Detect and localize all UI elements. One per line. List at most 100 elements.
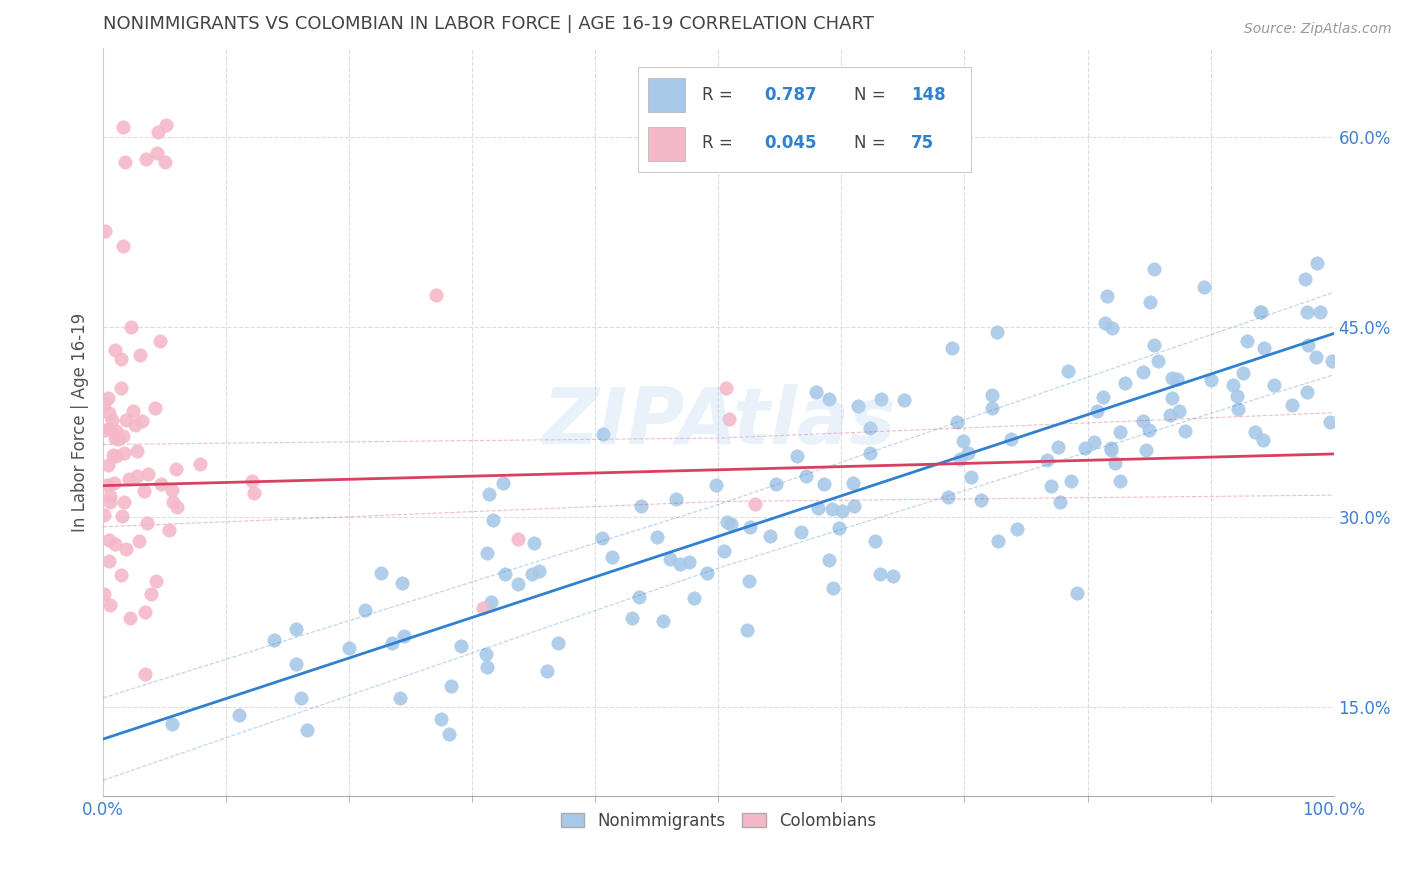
Point xyxy=(131,414,153,428)
Text: Source: ZipAtlas.com: Source: ZipAtlas.com xyxy=(1244,22,1392,37)
Point xyxy=(713,544,735,558)
Point xyxy=(738,520,761,534)
Point xyxy=(139,587,162,601)
Point xyxy=(159,524,181,538)
Point xyxy=(111,508,134,523)
Point xyxy=(381,636,404,650)
Point xyxy=(145,574,167,588)
Point xyxy=(430,712,453,726)
Point xyxy=(1108,425,1130,439)
Point xyxy=(117,472,139,486)
Point xyxy=(149,477,172,491)
Point xyxy=(1222,378,1244,392)
Point xyxy=(98,554,121,568)
Point xyxy=(842,475,865,490)
Point xyxy=(135,516,157,530)
Point xyxy=(1305,350,1327,364)
Point xyxy=(523,536,546,550)
Point xyxy=(704,478,727,492)
Point xyxy=(818,553,841,567)
Point xyxy=(97,391,120,405)
Point xyxy=(818,392,841,406)
Point xyxy=(948,451,970,466)
Point xyxy=(1199,373,1222,387)
Point xyxy=(1099,441,1122,455)
Point xyxy=(124,418,146,433)
Point xyxy=(759,529,782,543)
Point xyxy=(132,484,155,499)
Point xyxy=(162,495,184,509)
Point xyxy=(136,467,159,482)
Point xyxy=(1226,401,1249,416)
Point xyxy=(284,657,307,672)
Point xyxy=(129,348,152,362)
Point xyxy=(1097,289,1119,303)
Point xyxy=(714,381,737,395)
Point xyxy=(96,477,118,491)
Point xyxy=(1104,456,1126,470)
Point xyxy=(1132,365,1154,379)
Point xyxy=(591,531,613,545)
Point xyxy=(960,470,983,484)
Point xyxy=(337,641,360,656)
Point xyxy=(107,432,129,446)
Point xyxy=(1295,305,1317,319)
Point xyxy=(1309,305,1331,319)
Point xyxy=(1035,452,1057,467)
Point xyxy=(1194,280,1216,294)
Point xyxy=(1161,371,1184,385)
Point xyxy=(94,423,117,437)
Point xyxy=(440,679,463,693)
Point xyxy=(744,497,766,511)
Point xyxy=(981,401,1004,415)
Point xyxy=(118,611,141,625)
Point xyxy=(1281,398,1303,412)
Point xyxy=(492,475,515,490)
Point xyxy=(166,500,188,515)
Point xyxy=(1250,304,1272,318)
Point xyxy=(425,287,447,301)
Point xyxy=(121,403,143,417)
Point xyxy=(946,415,969,429)
Point xyxy=(1091,390,1114,404)
Point xyxy=(101,448,124,462)
Point xyxy=(1249,305,1271,319)
Point xyxy=(101,413,124,427)
Point xyxy=(1074,441,1097,455)
Point xyxy=(1132,414,1154,428)
Point xyxy=(630,499,652,513)
Point xyxy=(600,550,623,565)
Point xyxy=(651,614,673,628)
Point xyxy=(831,503,853,517)
Point xyxy=(678,555,700,569)
Point xyxy=(718,412,741,426)
Point xyxy=(104,343,127,358)
Point xyxy=(160,483,183,498)
Point xyxy=(936,490,959,504)
Point xyxy=(388,690,411,705)
Point xyxy=(1066,585,1088,599)
Point xyxy=(1135,442,1157,457)
Point xyxy=(111,239,134,253)
Point xyxy=(669,557,692,571)
Point xyxy=(93,587,115,601)
Point xyxy=(1232,366,1254,380)
Point xyxy=(1099,442,1122,457)
Point xyxy=(720,517,742,532)
Point xyxy=(547,636,569,650)
Point xyxy=(160,717,183,731)
Point xyxy=(114,413,136,427)
Point xyxy=(1137,423,1160,437)
Point xyxy=(112,494,135,508)
Point xyxy=(859,446,882,460)
Point xyxy=(846,399,869,413)
Point xyxy=(112,120,135,135)
Point xyxy=(842,500,865,514)
Point xyxy=(628,591,651,605)
Point xyxy=(370,566,392,581)
Point xyxy=(98,495,121,509)
Point xyxy=(1263,378,1285,392)
Point xyxy=(956,446,979,460)
Point xyxy=(97,406,120,420)
Point xyxy=(821,501,844,516)
